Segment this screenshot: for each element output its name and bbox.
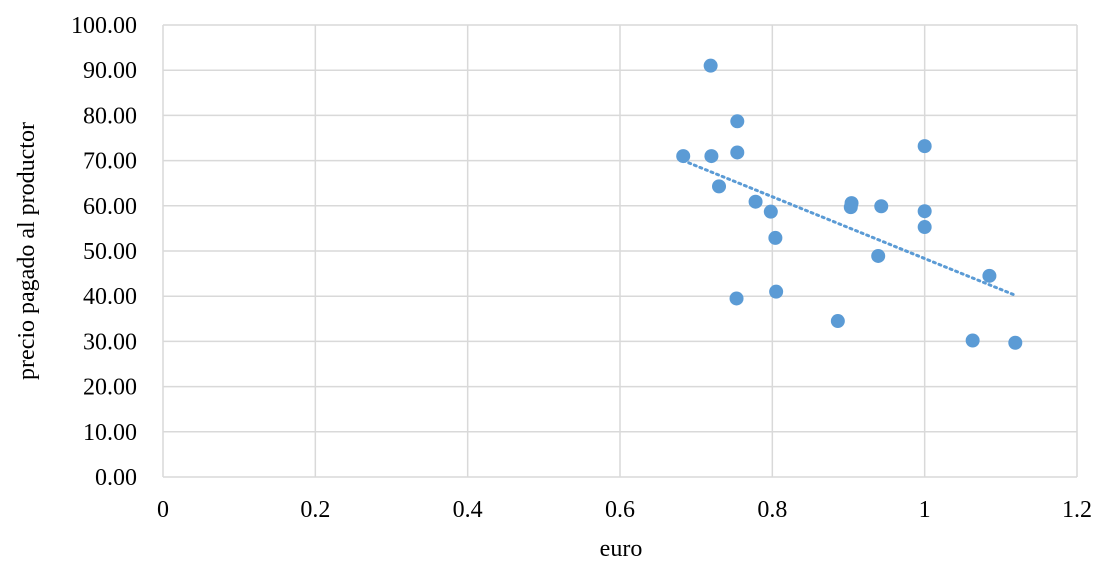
data-points [676, 58, 1023, 350]
data-point [917, 204, 932, 219]
data-point [704, 149, 719, 164]
x-axis-ticks: 0 0.2 0.4 0.6 0.8 1 1.2 [157, 497, 1092, 523]
data-point [830, 314, 845, 329]
data-point [730, 114, 745, 129]
data-point [769, 284, 784, 299]
data-point [874, 199, 889, 214]
y-tick-label: 20.00 [83, 375, 137, 401]
data-point [871, 248, 886, 263]
data-point [917, 139, 932, 154]
data-point [763, 204, 778, 219]
x-tick-label: 0.6 [605, 497, 635, 523]
data-point [729, 291, 744, 306]
x-tick-label: 0.8 [757, 497, 787, 523]
grid [162, 24, 1078, 478]
y-tick-label: 100.00 [71, 13, 137, 39]
y-tick-label: 0.00 [95, 465, 137, 491]
data-point [730, 145, 745, 160]
y-tick-label: 50.00 [83, 239, 137, 265]
data-point [965, 333, 980, 348]
data-point [768, 230, 783, 245]
y-tick-label: 10.00 [83, 420, 137, 446]
data-point [712, 179, 727, 194]
x-tick-label: 0 [157, 497, 169, 523]
y-tick-label: 80.00 [83, 103, 137, 129]
y-tick-label: 70.00 [83, 149, 137, 175]
data-point [917, 220, 932, 235]
x-tick-label: 0.4 [453, 497, 483, 523]
data-point [1008, 335, 1023, 350]
y-tick-label: 40.00 [83, 284, 137, 310]
data-point [703, 58, 718, 73]
y-tick-label: 60.00 [83, 194, 137, 220]
x-tick-label: 1.2 [1062, 497, 1092, 523]
data-point [748, 194, 763, 209]
x-tick-label: 0.2 [300, 497, 330, 523]
y-axis-title: precio pagado al productor [14, 122, 40, 380]
x-axis-title: euro [600, 536, 643, 562]
x-tick-label: 1 [919, 497, 931, 523]
data-point [676, 149, 691, 164]
trendline-group [681, 159, 1017, 297]
y-axis-ticks: 0.00 10.00 20.00 30.00 40.00 50.00 60.00 70.00 8… [71, 13, 137, 491]
data-point [982, 268, 997, 283]
y-tick-label: 30.00 [83, 329, 137, 355]
trendline [681, 159, 1017, 297]
y-tick-label: 90.00 [83, 58, 137, 84]
data-point [844, 196, 859, 211]
